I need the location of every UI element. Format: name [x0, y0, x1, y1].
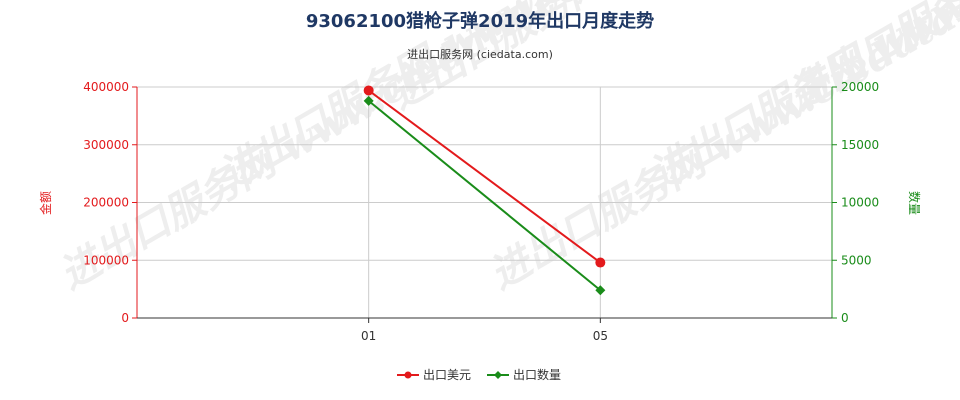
legend: 出口美元 出口数量: [397, 367, 561, 382]
y-right-tick-label: 10000: [841, 196, 879, 210]
y-left-tick-label: 400000: [83, 80, 129, 94]
chart-subtitle: 进出口服务网 (ciedata.com): [407, 47, 553, 61]
y-left-tick-label: 200000: [83, 196, 129, 210]
data-point: [595, 257, 606, 268]
legend-marker: [494, 371, 502, 379]
y-right-tick-label: 0: [841, 311, 849, 325]
y-left-axis-label: 金额: [38, 191, 53, 215]
x-tick-label: 01: [361, 329, 376, 343]
axis-layer: 0 100000 200000 300000 400000 0 5000 10000 15000…: [83, 80, 879, 343]
y-left-tick-label: 100000: [83, 253, 129, 267]
data-point: [595, 285, 606, 296]
series-layer: [363, 85, 606, 296]
data-point: [363, 95, 374, 106]
y-right-tick-label: 20000: [841, 80, 879, 94]
y-left-tick-label: 300000: [83, 138, 129, 152]
y-right-tick-label: 5000: [841, 253, 872, 267]
data-point: [363, 85, 374, 96]
watermark-text: 进出口服务网 www.ciedata.com: [782, 0, 960, 119]
x-tick-label: 05: [593, 329, 608, 343]
series-line: [368, 100, 601, 292]
chart-title: 93062100猎枪子弹2019年出口月度走势: [306, 10, 654, 32]
y-right-axis-label: 数量: [907, 191, 922, 215]
y-left-tick-label: 0: [121, 311, 129, 325]
legend-marker: [404, 371, 412, 379]
legend-label: 出口数量: [513, 367, 561, 382]
grid-layer: [137, 86, 832, 318]
y-right-tick-label: 15000: [841, 138, 879, 152]
legend-label: 出口美元: [423, 368, 471, 382]
series-line: [368, 89, 601, 264]
